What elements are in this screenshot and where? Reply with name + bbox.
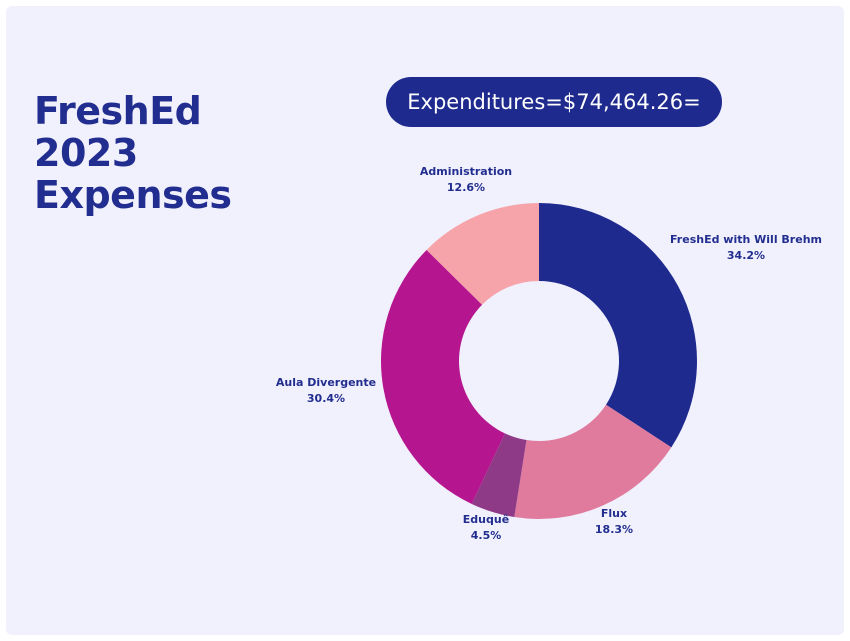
donut-slices xyxy=(381,203,698,519)
donut-slice-flux xyxy=(514,404,672,519)
slice-label: FreshEd with Will Brehm xyxy=(670,233,822,246)
slice-value-label: 30.4% xyxy=(307,392,345,405)
donut-slice-administration xyxy=(426,203,539,305)
slice-labels: FreshEd with Will Brehm 34.2% Flux 18.3% Edu… xyxy=(276,165,822,542)
donut-slice-freshed-with-will-brehm xyxy=(539,203,698,448)
donut-slice-eduqu- xyxy=(471,433,527,518)
slice-label: Eduquê xyxy=(463,513,509,526)
title-line: FreshEd xyxy=(34,89,202,133)
title-line: Expenses xyxy=(34,173,232,217)
expenditures-badge: Expenditures=$74,464.26= xyxy=(386,77,722,127)
slice-label: Flux xyxy=(601,507,627,520)
title-line: 2023 xyxy=(34,131,138,175)
slice-value-label: 34.2% xyxy=(727,249,765,262)
slice-value-label: 4.5% xyxy=(471,529,502,542)
donut-slice-aula-divergente xyxy=(381,249,505,504)
slice-label: Aula Divergente xyxy=(276,376,376,389)
slice-value-label: 18.3% xyxy=(595,523,633,536)
donut-chart: FreshEd with Will Brehm 34.2% Flux 18.3% Edu… xyxy=(276,165,822,542)
slice-value-label: 12.6% xyxy=(447,181,485,194)
page-title: FreshEd 2023 Expenses xyxy=(34,90,232,216)
slice-label: Administration xyxy=(420,165,512,178)
chart-card: FreshEd 2023 Expenses Expenditures=$74,4… xyxy=(6,6,844,635)
